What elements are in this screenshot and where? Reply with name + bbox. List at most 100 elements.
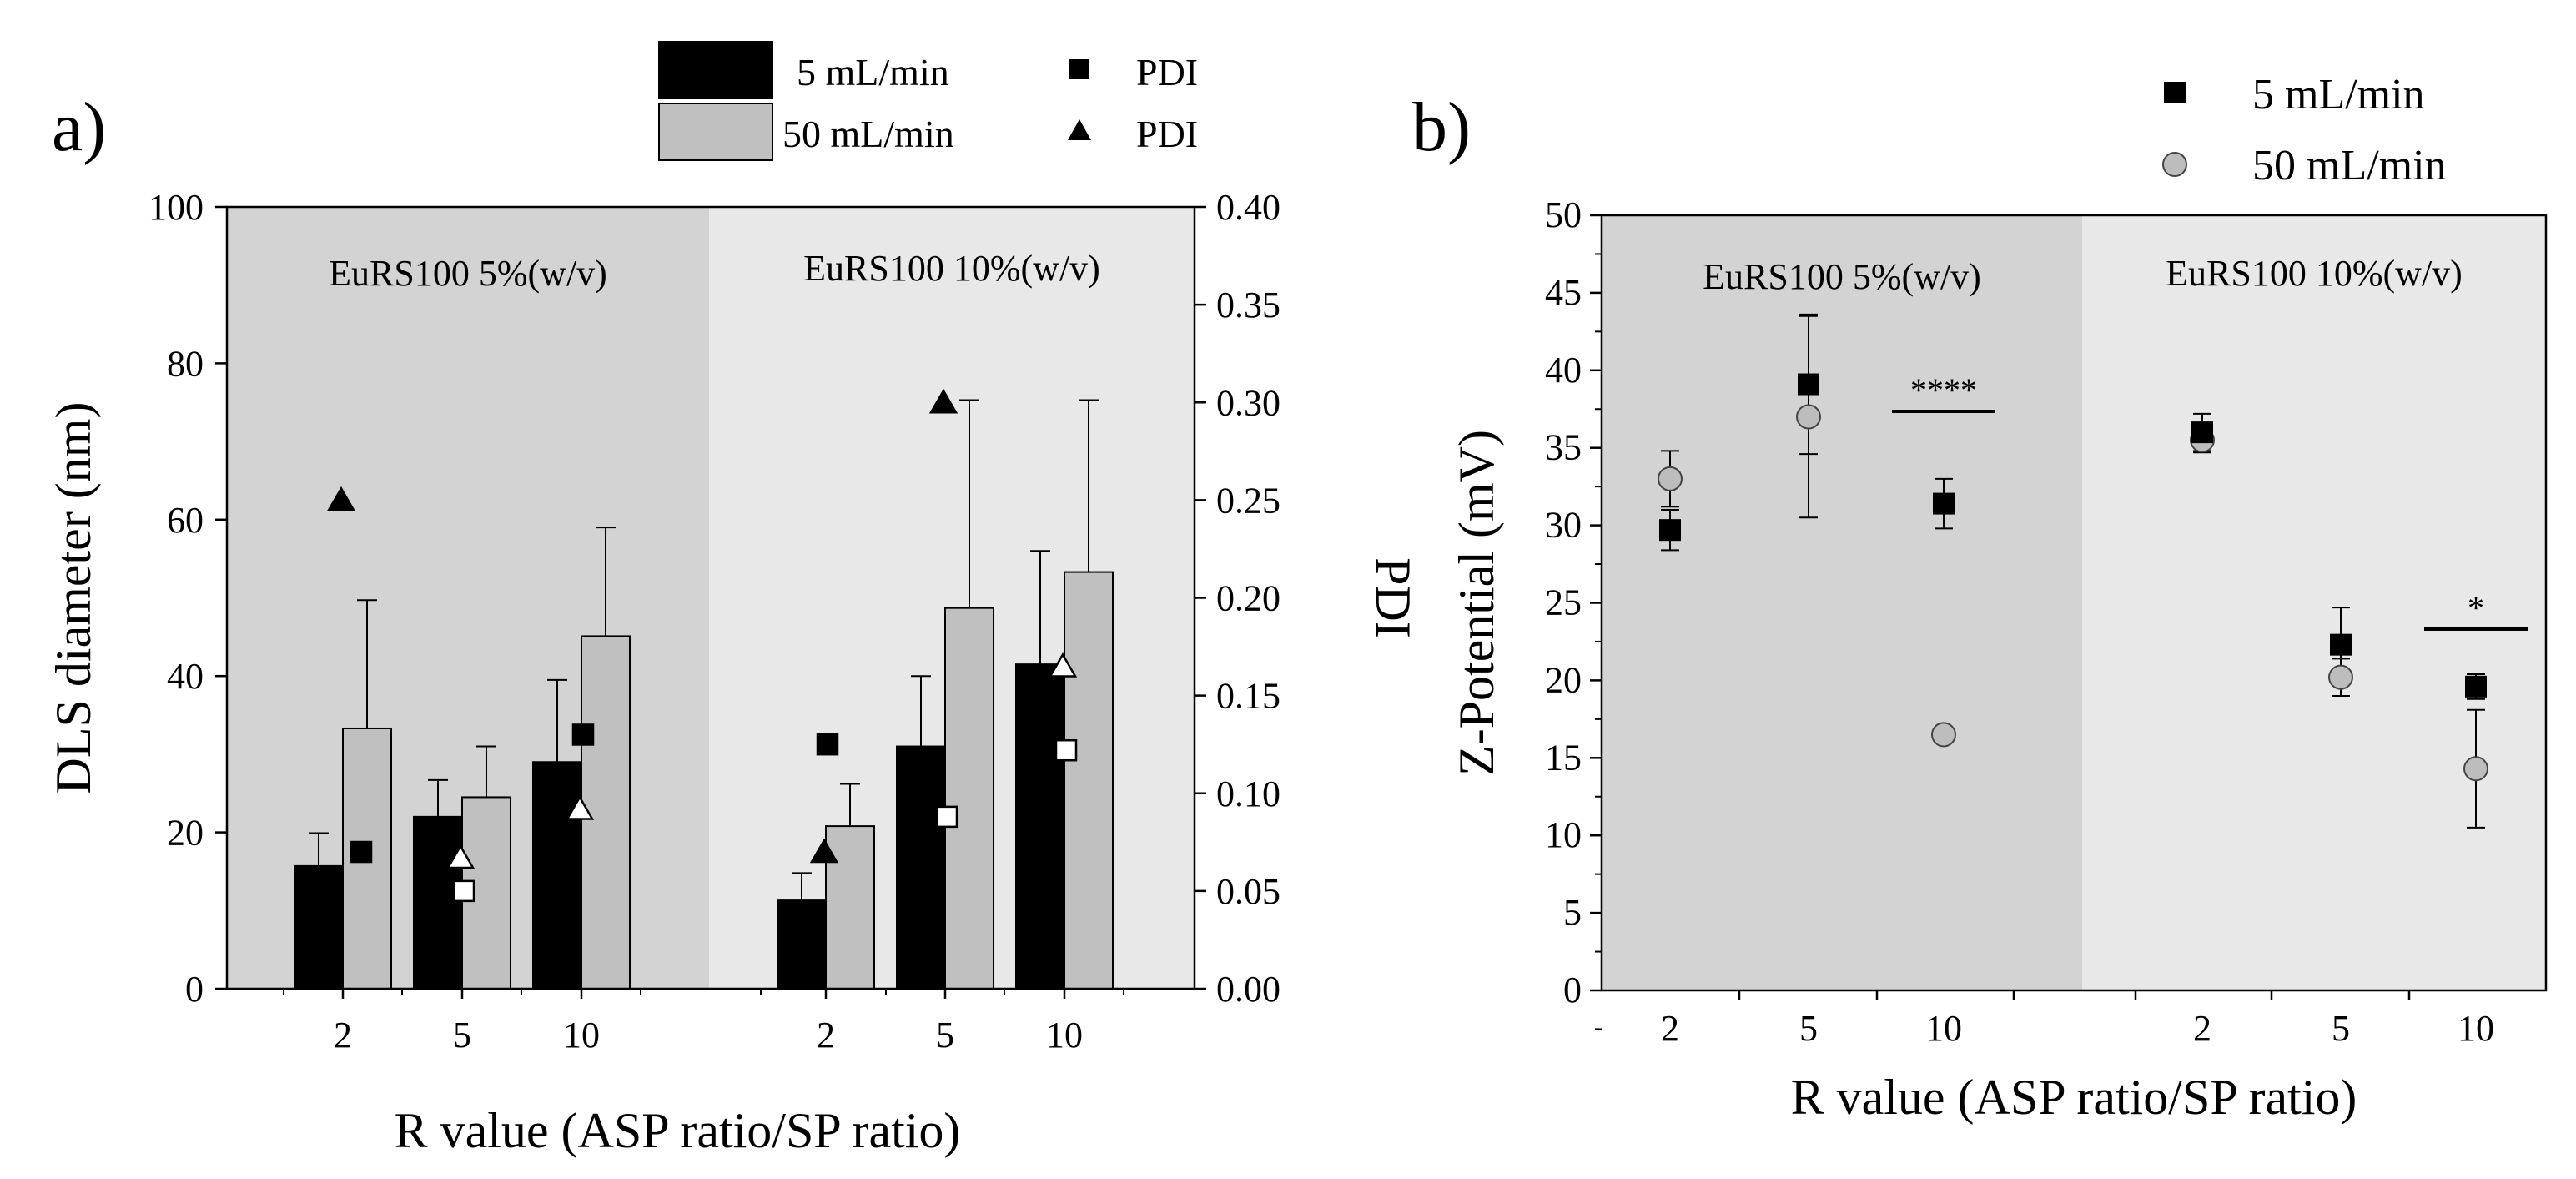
b-square-3	[2191, 421, 2213, 444]
a-legend: 5 mL/min 50 mL/min PDI PDI	[658, 41, 1198, 161]
b-circle-0	[1658, 466, 1683, 491]
b-x-tick-label-3: 2	[2193, 1008, 2211, 1049]
b-y-tick-label-40: 40	[1545, 350, 1582, 390]
a-y2-tick-label-0.05: 0.05	[1216, 871, 1280, 912]
legend-label-50: 50 mL/min	[782, 113, 954, 155]
b-x-tick-label-4: 5	[2332, 1008, 2350, 1049]
legend-swatch-5	[658, 41, 773, 99]
legend-b-circle-marker	[2162, 152, 2187, 177]
bar-5-3	[777, 899, 827, 990]
bar-5-0	[294, 864, 344, 990]
a-x-tick-label-0: 2	[334, 1015, 352, 1056]
pdi-square-0	[350, 840, 373, 864]
b-square-1	[1798, 373, 1819, 396]
b-square-0	[1659, 519, 1681, 542]
b-significance-label-0: ****	[1910, 371, 1977, 409]
pdi-triangle-3	[809, 838, 839, 864]
legend-label-pdi-square: PDI	[1136, 51, 1198, 93]
legend-b-square-marker	[2164, 82, 2186, 103]
b-y-tick-label-5: 5	[1563, 892, 1582, 933]
panel-b-letter: b)	[1412, 88, 1471, 166]
panel-a-letter: a)	[52, 88, 106, 166]
b-square-5	[2465, 675, 2487, 698]
a-y-axis-title: DLS diameter (nm)	[46, 402, 101, 794]
b-y-tick-label-35: 35	[1545, 427, 1582, 468]
pdi-triangle-1	[445, 844, 475, 869]
b-x-tick-label-0: 2	[1661, 1008, 1679, 1049]
b-region-1-background	[1602, 215, 2082, 990]
pdi-square-3	[816, 733, 839, 756]
pdi-square-1	[452, 879, 475, 903]
b-square-2	[1933, 492, 1955, 515]
b-y-tick-label-25: 25	[1545, 582, 1582, 623]
a-y2-axis-title: PDI	[1366, 557, 1421, 638]
bar-50-4	[944, 607, 994, 990]
b-y-tick-label-10: 10	[1545, 814, 1582, 855]
b-region-2-background	[2082, 215, 2546, 990]
b-y-tick-label-0: 0	[1563, 970, 1582, 1010]
a-y-tick-label-60: 60	[167, 500, 204, 541]
a-region-1-label: EuRS100 5%(w/v)	[329, 253, 607, 294]
b-y-tick-label-30: 30	[1545, 505, 1582, 546]
a-y2-tick-label-0.30: 0.30	[1216, 382, 1280, 423]
bar-5-1	[413, 815, 463, 990]
legend-swatch-50	[658, 103, 773, 161]
legend-label-pdi-triangle: PDI	[1136, 113, 1198, 155]
a-y2-tick-label-0.35: 0.35	[1216, 285, 1280, 325]
panel-b: b) EuRS100 5%(w/v) EuRS100 10%(w/v) ****…	[1412, 71, 2548, 1125]
a-y2-tick-label-0.25: 0.25	[1216, 480, 1280, 521]
a-y2-tick-label-0.00: 0.00	[1216, 969, 1280, 1010]
legend-triangle-marker	[1068, 119, 1091, 140]
a-region-2-label: EuRS100 10%(w/v)	[803, 248, 1100, 289]
a-axes: 0 20 40 60 80 100 0.00 0.05 0.10 0.15 0.20 0.25 0.30…	[148, 187, 1280, 1056]
a-x-tick-label-1: 5	[453, 1015, 471, 1056]
a-y-tick-label-20: 20	[167, 813, 204, 854]
bar-50-5	[1064, 571, 1114, 990]
a-y2-tick-label-0.40: 0.40	[1216, 187, 1280, 228]
pdi-triangle-2	[565, 794, 595, 820]
b-circle-4	[2328, 664, 2353, 690]
b-y-axis-title: Z-Potential (mV)	[1449, 430, 1504, 776]
bar-5-2	[532, 761, 582, 990]
legend-square-marker	[1069, 59, 1089, 79]
a-y-tick-label-100: 100	[148, 187, 204, 228]
a-y2-tick-label-0.20: 0.20	[1216, 578, 1280, 619]
a-pdi-markers	[326, 388, 1078, 903]
a-x-tick-label-3: 2	[817, 1015, 835, 1056]
b-x-tick-label-2: 10	[1925, 1008, 1962, 1049]
a-y-tick-label-0: 0	[185, 969, 204, 1010]
b-y-tick-label-45: 45	[1545, 272, 1582, 313]
b-x-tick-label-5: 10	[2458, 1008, 2494, 1049]
b-significance-annotations: *****	[1892, 371, 2528, 631]
b-significance-label-1: *	[2468, 589, 2484, 627]
b-circle-5	[2463, 756, 2488, 782]
pdi-triangle-0	[326, 486, 356, 511]
pdi-square-5	[1054, 738, 1078, 762]
b-square-4	[2330, 633, 2352, 656]
a-y-tick-label-80: 80	[167, 343, 204, 384]
legend-label-5: 5 mL/min	[797, 51, 949, 93]
legend-b-label-5: 5 mL/min	[2252, 71, 2425, 118]
legend-b-label-50: 50 mL/min	[2252, 142, 2447, 189]
pdi-square-2	[571, 723, 595, 746]
b-markers	[1658, 373, 2488, 782]
b-y-tick-label-15: 15	[1545, 737, 1582, 778]
b-region-2-label: EuRS100 10%(w/v)	[2166, 253, 2463, 294]
panel-a: a) EuRS100 5%(w/v) EuRS100 10%(w/v) 0 20 4…	[46, 41, 1421, 1158]
b-circle-2	[1931, 722, 1956, 748]
b-x-tick-label-1: 5	[1799, 1008, 1818, 1049]
a-y2-tick-label-0.15: 0.15	[1216, 676, 1280, 717]
b-y-tick-label-20: 20	[1545, 659, 1582, 700]
b-region-1-label: EuRS100 5%(w/v)	[1703, 256, 1981, 297]
a-x-tick-label-5: 10	[1046, 1015, 1083, 1056]
pdi-triangle-4	[928, 388, 958, 414]
b-y-tick-label-50: 50	[1545, 194, 1582, 235]
pdi-square-4	[935, 805, 958, 829]
bar-5-5	[1015, 663, 1065, 990]
a-x-axis-title: R value (ASP ratio/SP ratio)	[395, 1103, 961, 1158]
a-y-tick-label-40: 40	[167, 656, 204, 697]
a-y2-tick-label-0.10: 0.10	[1216, 773, 1280, 814]
bar-5-4	[896, 745, 946, 990]
